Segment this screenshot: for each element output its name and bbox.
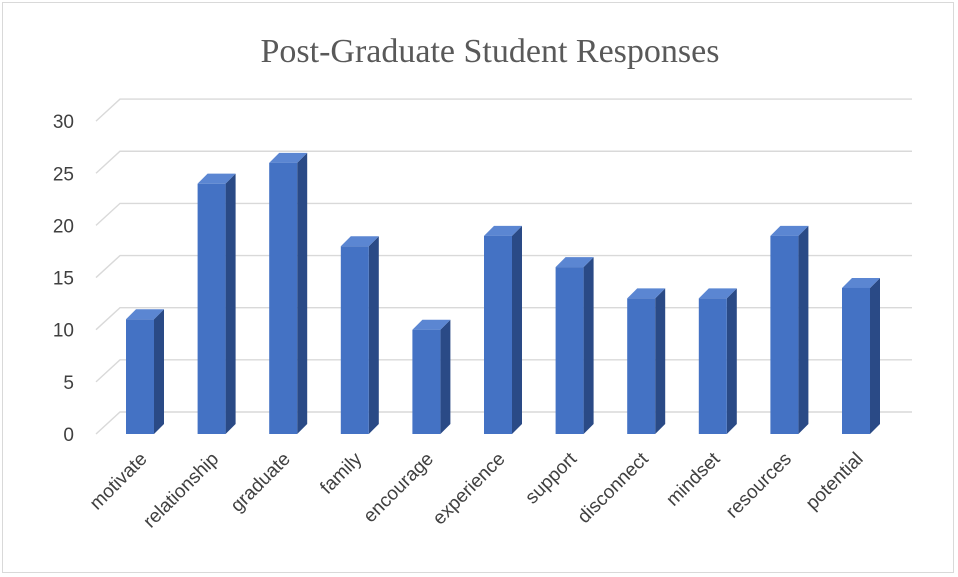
bar xyxy=(770,225,809,434)
bar-side-face xyxy=(583,257,594,434)
bar-front-face xyxy=(269,162,298,434)
bar-side-face xyxy=(798,225,809,434)
bar-front-face xyxy=(412,329,441,434)
x-category-label: encourage xyxy=(360,449,438,527)
bar-side-face xyxy=(154,309,164,434)
gridline xyxy=(95,202,912,226)
bar-top-face xyxy=(197,173,236,184)
y-tick-label: 10 xyxy=(53,321,74,342)
bar-top-face xyxy=(555,257,594,268)
bar xyxy=(627,288,666,434)
bar-top-face xyxy=(484,225,522,236)
x-category-label: mindset xyxy=(662,448,724,510)
bar-front-face xyxy=(698,298,727,434)
y-tick-label: 0 xyxy=(63,425,74,446)
y-tick-label: 30 xyxy=(53,112,74,133)
bar-top-face xyxy=(269,152,308,163)
bar-front-face xyxy=(555,267,584,434)
bar-front-face xyxy=(842,287,870,434)
bar xyxy=(126,309,164,434)
x-category-label: experience xyxy=(429,449,510,530)
bar xyxy=(412,319,451,434)
y-axis-tick-labels: 0 5 10 15 20 25 30 xyxy=(53,112,74,446)
bar xyxy=(484,225,522,434)
bar-front-face xyxy=(627,298,656,434)
bar-top-face xyxy=(770,225,809,236)
bar-front-face xyxy=(340,246,369,434)
chart-title: Post-Graduate Student Responses xyxy=(261,33,720,70)
x-category-label: potential xyxy=(802,449,868,515)
bar-top-face xyxy=(627,288,666,299)
bar-front-face xyxy=(770,235,799,434)
y-tick-label: 15 xyxy=(53,269,74,290)
bar xyxy=(555,257,594,434)
y-tick-label: 25 xyxy=(53,164,74,185)
gridline xyxy=(95,150,912,174)
bar-top-face xyxy=(340,236,379,247)
gridline xyxy=(95,98,912,122)
y-tick-label: 5 xyxy=(63,373,74,394)
bar-top-face xyxy=(126,309,164,320)
bar xyxy=(340,236,379,434)
bar-top-face xyxy=(698,288,737,299)
bar-side-face xyxy=(297,152,308,434)
bar-top-face xyxy=(842,277,880,288)
bar xyxy=(269,152,308,434)
x-category-label: family xyxy=(316,448,366,498)
bars xyxy=(126,152,880,434)
bar xyxy=(698,288,737,434)
bar xyxy=(197,173,236,434)
x-category-label: motivate xyxy=(86,449,152,515)
x-category-label: support xyxy=(521,448,581,508)
bar-side-face xyxy=(440,319,451,434)
bar xyxy=(842,277,880,434)
x-category-label: graduate xyxy=(227,449,295,517)
x-category-label: relationship xyxy=(140,449,224,533)
gridline xyxy=(95,254,912,279)
bar-top-face xyxy=(412,319,451,330)
bar-side-face xyxy=(512,225,522,434)
x-category-label: disconnect xyxy=(574,448,654,528)
bar-side-face xyxy=(870,277,880,434)
bar-front-face xyxy=(126,319,154,434)
y-tick-label: 20 xyxy=(53,216,74,237)
bar-front-face xyxy=(197,183,226,434)
bar-side-face xyxy=(368,236,379,434)
x-category-label: resources xyxy=(722,449,796,523)
bar-side-face xyxy=(726,288,737,434)
bar-front-face xyxy=(484,235,512,434)
bar-side-face xyxy=(655,288,666,434)
bar-side-face xyxy=(225,173,236,434)
